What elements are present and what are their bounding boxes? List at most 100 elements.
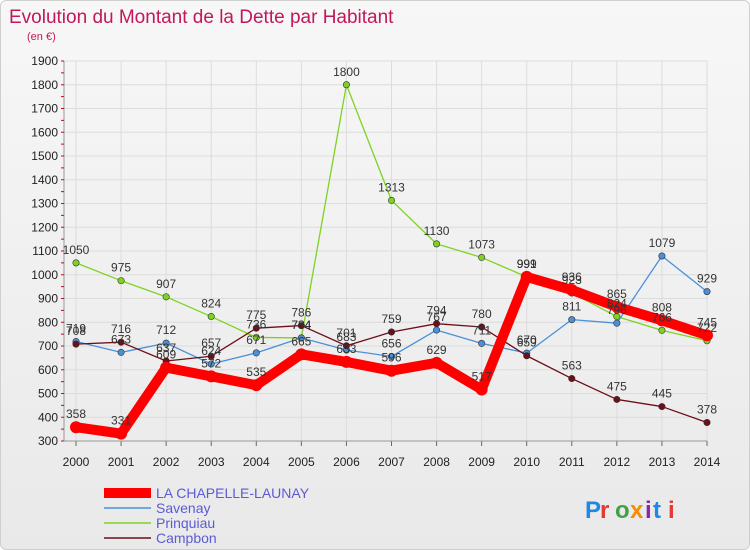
data-point (430, 356, 443, 369)
data-point (478, 253, 486, 261)
data-label: 708 (66, 324, 86, 338)
data-label: 475 (607, 379, 627, 393)
data-label: 712 (156, 323, 176, 337)
data-label: 445 (652, 387, 672, 401)
data-label: 767 (427, 310, 447, 324)
data-label: 656 (381, 336, 401, 350)
logo-letter: i (668, 497, 675, 524)
data-label: 657 (201, 336, 221, 350)
y-tick-label: 1400 (31, 173, 58, 187)
data-point (613, 395, 621, 403)
data-point (117, 348, 125, 356)
y-tick-label: 800 (38, 315, 58, 329)
data-point (115, 427, 128, 440)
y-tick-label: 600 (38, 363, 58, 377)
x-tick-label: 2006 (333, 455, 360, 469)
proxiti-logo: Pr o x i t i (585, 497, 675, 524)
data-point (478, 323, 486, 331)
data-point (658, 252, 666, 260)
data-label: 1079 (649, 236, 676, 250)
data-point (205, 370, 218, 383)
data-label: 633 (336, 342, 356, 356)
y-tick-label: 1200 (31, 220, 58, 234)
data-label: 624 (201, 344, 221, 358)
data-label: 358 (66, 407, 86, 421)
data-label: 824 (607, 297, 627, 311)
chart-subtitle: (en €) (27, 31, 56, 43)
data-label: 331 (111, 414, 131, 428)
data-label: 824 (201, 297, 221, 311)
legend-label: Prinquiau (156, 515, 215, 531)
data-label: 719 (66, 321, 86, 335)
data-label: 786 (291, 306, 311, 320)
data-point (478, 339, 486, 347)
data-label: 775 (246, 308, 266, 322)
data-point (387, 196, 395, 204)
y-tick-label: 1100 (32, 244, 58, 258)
data-label: 936 (562, 270, 582, 284)
logo-letter: P (585, 497, 601, 524)
data-label: 711 (472, 323, 491, 337)
x-tick-label: 2005 (288, 455, 315, 469)
data-point (297, 334, 305, 342)
data-label: 811 (562, 300, 581, 314)
data-label: 745 (697, 315, 717, 329)
data-point (252, 333, 260, 341)
x-tick-label: 2003 (198, 455, 225, 469)
data-label: 665 (291, 334, 311, 348)
data-label: 517 (472, 369, 492, 383)
data-point (655, 314, 668, 327)
data-label: 794 (427, 304, 447, 318)
x-tick-label: 2001 (108, 455, 135, 469)
data-point (207, 360, 215, 368)
logo-letter: i (645, 497, 652, 524)
data-point (565, 283, 578, 296)
y-tick-label: 1600 (31, 125, 58, 139)
data-label: 716 (111, 322, 131, 336)
data-labels: 358 3316095725356656335966295179999368658… (63, 65, 718, 428)
grid (64, 60, 708, 442)
data-point (568, 375, 576, 383)
x-tick-label: 2011 (559, 455, 585, 469)
data-label: 923 (562, 273, 582, 287)
data-point (295, 348, 308, 361)
data-label: 929 (697, 272, 717, 286)
data-point (160, 361, 173, 374)
data-label: 609 (156, 348, 176, 362)
data-point (475, 383, 488, 396)
data-point (117, 338, 125, 346)
data-point (433, 240, 441, 248)
logo-letter: t (653, 497, 661, 524)
data-point (658, 403, 666, 411)
legend-label: Savenay (156, 500, 210, 516)
data-point (297, 322, 305, 330)
data-label: 378 (697, 402, 717, 416)
data-label: 865 (607, 287, 627, 301)
y-tick-label: 400 (38, 410, 58, 424)
data-point (433, 320, 441, 328)
y-tick-label: 700 (38, 339, 58, 353)
data-label: 535 (246, 365, 266, 379)
data-label: 659 (517, 336, 537, 350)
data-label: 808 (652, 300, 672, 314)
x-tick-label: 2004 (243, 455, 270, 469)
data-point (658, 326, 666, 334)
data-point (252, 324, 260, 332)
data-label: 572 (201, 356, 221, 370)
y-tick-label: 1900 (31, 54, 58, 68)
data-point (207, 313, 215, 321)
data-point (568, 316, 576, 324)
data-label: 1313 (378, 180, 405, 194)
data-point (523, 352, 531, 360)
y-tick-label: 500 (38, 387, 58, 401)
data-point (703, 288, 711, 296)
data-point (117, 277, 125, 285)
chart-title: Evolution du Montant de la Dette par Hab… (9, 7, 394, 28)
data-point (72, 340, 80, 348)
data-point (162, 339, 170, 347)
data-label: 796 (607, 303, 627, 317)
data-label: 670 (517, 333, 537, 347)
data-label: 673 (111, 332, 131, 346)
